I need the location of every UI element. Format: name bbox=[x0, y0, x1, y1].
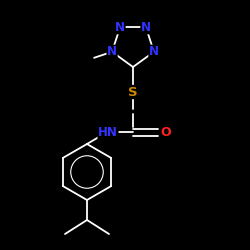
Text: S: S bbox=[128, 86, 138, 98]
Text: N: N bbox=[107, 45, 117, 58]
Text: N: N bbox=[149, 45, 159, 58]
Text: HN: HN bbox=[98, 126, 118, 138]
Text: N: N bbox=[115, 21, 125, 34]
Text: N: N bbox=[141, 21, 151, 34]
Text: O: O bbox=[161, 126, 171, 138]
